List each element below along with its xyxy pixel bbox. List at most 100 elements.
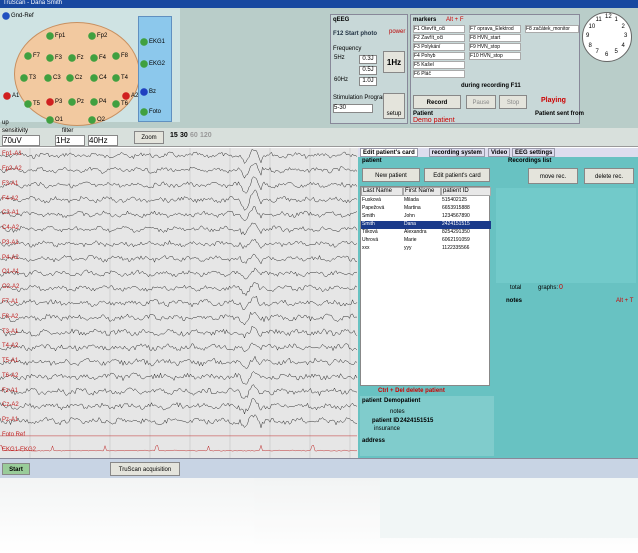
cell[interactable]: 1122335566 bbox=[442, 245, 470, 251]
cell[interactable]: 2424151515 bbox=[441, 221, 491, 229]
channel-label: Fp2-A2 bbox=[2, 166, 22, 173]
channel-label: F8-A2 bbox=[2, 313, 19, 320]
electrode: T4 bbox=[112, 74, 129, 83]
eeg-trace bbox=[0, 238, 358, 250]
reflection-panel bbox=[380, 478, 638, 538]
marker[interactable]: F6 Pláč bbox=[413, 70, 465, 78]
setup[interactable]: setup bbox=[383, 93, 405, 119]
sens-label: sensitivity bbox=[2, 128, 29, 134]
task-app[interactable]: TruScan acquisition bbox=[110, 462, 180, 476]
sens[interactable]: 70uV bbox=[2, 135, 40, 146]
cell[interactable]: yyy bbox=[404, 245, 412, 251]
tab[interactable]: Video bbox=[488, 148, 511, 157]
cell[interactable]: 515402125 bbox=[442, 197, 468, 203]
marker[interactable]: F10 HVN_stop bbox=[469, 52, 521, 60]
marker[interactable]: F8 začátek_monitor bbox=[525, 25, 579, 33]
cell[interactable]: Marie bbox=[404, 237, 417, 243]
title-bar: TruScan - Dana Smith bbox=[0, 0, 638, 8]
extra-electrode: Foto bbox=[140, 108, 162, 117]
electrode: P4 bbox=[90, 98, 107, 107]
cell[interactable]: Fusková bbox=[362, 197, 381, 203]
delete-rec[interactable]: delete rec. bbox=[584, 168, 634, 184]
eeg-trace bbox=[0, 162, 358, 179]
cell[interactable]: Papežová bbox=[362, 205, 385, 211]
up-label: up bbox=[2, 120, 9, 126]
cell[interactable]: 6062191059 bbox=[442, 237, 470, 243]
time-button[interactable]: 60 bbox=[190, 132, 198, 139]
move-rec[interactable]: move rec. bbox=[528, 168, 578, 184]
hz1[interactable]: 1Hz bbox=[383, 51, 405, 73]
start[interactable]: Start bbox=[2, 463, 30, 475]
cell[interactable]: Tilková bbox=[362, 229, 378, 235]
delete-patient: Ctrl + Del delete patient bbox=[378, 388, 445, 394]
right-panel: patient New patient Edit patient's card … bbox=[358, 148, 638, 458]
eeg-trace bbox=[0, 414, 358, 428]
time-button[interactable]: 15 bbox=[170, 132, 178, 139]
cell[interactable]: 6653915888 bbox=[442, 205, 470, 211]
cell[interactable]: Smith bbox=[361, 221, 403, 229]
extra-electrode: EKG2 bbox=[140, 60, 166, 69]
marker[interactable]: F1 Otevřít_oči bbox=[413, 25, 465, 33]
cell[interactable]: 1234567890 bbox=[442, 213, 470, 219]
j1: 0.3J bbox=[359, 55, 377, 64]
marker[interactable]: F5 Kašel bbox=[413, 61, 465, 69]
cell[interactable]: xxx bbox=[362, 245, 370, 251]
channel-label: T6-A2 bbox=[2, 372, 19, 379]
pause[interactable]: Pause bbox=[466, 95, 496, 109]
channel-label: O1-A1 bbox=[2, 269, 20, 276]
eeg-trace bbox=[0, 176, 358, 194]
graphs: graphs: bbox=[538, 285, 559, 291]
electrode: Fz bbox=[68, 54, 84, 63]
channel-label: F4-A2 bbox=[2, 195, 19, 202]
notes-title: notes bbox=[506, 298, 523, 304]
eeg-trace bbox=[0, 295, 358, 310]
d-id-label: patient ID bbox=[372, 418, 400, 424]
stop[interactable]: Stop bbox=[499, 95, 527, 109]
clock-number: 10 bbox=[588, 23, 596, 30]
cell[interactable]: Martina bbox=[404, 205, 421, 211]
cell[interactable]: Uhrová bbox=[362, 237, 379, 243]
extra-box bbox=[138, 16, 172, 122]
eeg-trace bbox=[0, 189, 358, 211]
prog[interactable]: 5-30 bbox=[333, 104, 373, 113]
record[interactable]: Record bbox=[413, 95, 461, 109]
electrode: O1 bbox=[46, 116, 64, 125]
channel-label: F3-A1 bbox=[2, 180, 19, 187]
eeg-trace bbox=[0, 267, 358, 280]
cell[interactable]: Milada bbox=[404, 197, 419, 203]
eeg-trace bbox=[0, 325, 358, 339]
marker[interactable]: F3 Polykání bbox=[413, 43, 465, 51]
marker[interactable]: F7 oprava_Elektrod bbox=[469, 25, 521, 33]
marker[interactable]: F4 Pohyb bbox=[413, 52, 465, 60]
channel-label: EKG1-EKG2 bbox=[2, 446, 37, 453]
extra-electrode: EKG1 bbox=[140, 38, 166, 47]
zoom[interactable]: Zoom bbox=[134, 131, 164, 144]
tab[interactable]: recording system bbox=[428, 148, 485, 157]
playing: Playing bbox=[541, 97, 566, 104]
marker[interactable]: F2 Zavřít_oči bbox=[413, 34, 465, 42]
marker[interactable]: F8 HVN_start bbox=[469, 34, 521, 42]
cell[interactable]: Alexandra bbox=[404, 229, 427, 235]
cell[interactable]: Smith bbox=[362, 213, 375, 219]
extra-electrode: Bz bbox=[140, 88, 157, 97]
high[interactable]: 40Hz bbox=[88, 135, 118, 146]
edit-card[interactable]: Edit patient's card bbox=[424, 168, 490, 182]
channel-label: Fz-A1 bbox=[2, 387, 19, 394]
cell[interactable]: 8254291350 bbox=[442, 229, 470, 235]
electrode: Pz bbox=[68, 98, 85, 107]
clock-number: 7 bbox=[595, 49, 599, 56]
time-button[interactable]: 120 bbox=[200, 132, 212, 139]
eeg-trace bbox=[0, 384, 358, 399]
patient-title: patient bbox=[362, 158, 382, 164]
channel-label: P4-A2 bbox=[2, 254, 19, 261]
clock-number: 5 bbox=[614, 49, 618, 56]
eeg-trace bbox=[0, 444, 357, 452]
time-button[interactable]: 30 bbox=[180, 132, 188, 139]
cell[interactable]: John bbox=[404, 213, 415, 219]
new-patient[interactable]: New patient bbox=[362, 168, 420, 182]
cell[interactable]: Dana bbox=[403, 221, 441, 229]
marker[interactable]: F9 HVN_stop bbox=[469, 43, 521, 51]
tab[interactable]: EEG settings bbox=[512, 148, 556, 157]
low[interactable]: 1Hz bbox=[55, 135, 85, 146]
tab[interactable]: Edit patient's card bbox=[360, 148, 418, 157]
